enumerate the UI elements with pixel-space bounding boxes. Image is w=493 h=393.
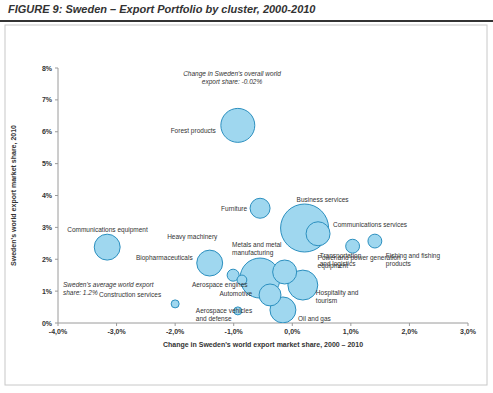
annotation: Change in Sweden's overall worldexport s… (183, 70, 281, 86)
title: FIGURE 9: Sweden – Export Portfolio by c… (8, 3, 316, 15)
bubble-label: Oil and gas (298, 315, 332, 323)
y-tick-label: 4% (42, 192, 53, 199)
y-tick (55, 163, 58, 164)
bubble (273, 260, 297, 284)
bubble-label: Aerospace vehiclesand defense (196, 307, 253, 322)
y-tick (55, 68, 58, 69)
x-tick-label: -1,0% (225, 328, 244, 336)
bubble-label-line: manufacturing (232, 249, 274, 257)
x-tick-label: 2,0% (401, 328, 418, 336)
bubble-label-line: Transportation (320, 252, 362, 260)
x-tick-label: 0,0% (284, 328, 301, 336)
title-rule (0, 20, 493, 22)
x-axis (58, 323, 468, 324)
x-tick-label: -2,0% (166, 328, 185, 336)
bubble-label: Biopharmaceuticals (136, 254, 193, 262)
bubble-label: Forest products (171, 127, 217, 135)
bubble-label-line: Aerospace vehicles (196, 307, 253, 315)
x-tick-label: -3,0% (107, 328, 126, 336)
y-tick-label: 5% (42, 160, 53, 167)
bubble-label: Heavy machinery (167, 233, 218, 241)
bubble (94, 234, 120, 260)
bubble-label-line: Communications equipment (67, 226, 148, 234)
y-tick (55, 259, 58, 260)
bubble (368, 234, 382, 248)
bubble-label-line: Furniture (221, 205, 247, 212)
annotation-line: Sweden's average world export (63, 281, 155, 289)
bubbles (94, 108, 382, 322)
x-tick-label: 1,0% (343, 328, 360, 336)
bubble-label-line: Hospitality and (316, 289, 359, 297)
panel (5, 25, 487, 385)
bubble (250, 198, 270, 218)
y-tick-label: 7% (42, 96, 53, 103)
y-tick-label: 1% (42, 288, 53, 295)
bubble (259, 284, 281, 306)
bubble-label: Furniture (221, 205, 247, 212)
x-tick (468, 323, 469, 326)
y-tick-label: 6% (42, 128, 53, 135)
bubble-label: Communications services (333, 221, 408, 228)
annotation: Sweden's average world exportshare: 1.2% (63, 281, 155, 296)
x-tick-label: 3,0% (460, 328, 477, 336)
bubble-label: Automotive (219, 290, 252, 297)
y-tick (55, 99, 58, 100)
x-tick-label: -4,0% (49, 328, 68, 336)
bubble-label: Communications equipment (67, 226, 148, 234)
x-tick (350, 323, 351, 326)
annotation-line: export share: -0.02% (202, 78, 263, 86)
bubble-label-line: Automotive (219, 290, 252, 297)
bubble-label-line: Forest products (171, 127, 217, 135)
bubble-label-line: Aerospace engines (192, 281, 248, 289)
y-tick (55, 131, 58, 132)
x-tick (116, 323, 117, 326)
bubble-label: Business services (297, 196, 350, 203)
bubble-label: Metals and metalmanufacturing (232, 241, 282, 257)
bubble (306, 222, 330, 246)
bubble (221, 108, 255, 142)
y-tick-label: 3% (42, 224, 53, 231)
bubble-label-line: Heavy machinery (167, 233, 218, 241)
bubble (197, 250, 223, 276)
bubble-label: Construction services (99, 291, 162, 298)
annotation-line: Change in Sweden's overall world (183, 70, 281, 78)
chart: FIGURE 9: Sweden – Export Portfolio by c… (0, 0, 493, 393)
bubble-label: Transportationand logistics (320, 252, 362, 268)
y-tick (55, 227, 58, 228)
bubble-label-line: products (386, 260, 412, 268)
x-tick (233, 323, 234, 326)
bubble-label-line: Metals and metal (232, 241, 282, 248)
x-tick (175, 323, 176, 326)
y-axis-title: Sweden's world export market share, 2010 (10, 125, 18, 266)
bubble-label-line: Oil and gas (298, 315, 332, 323)
x-axis-title: Change in Sweden's world export market s… (163, 341, 363, 349)
bubble-label-line: tourism (316, 297, 337, 304)
y-tick-label: 0% (42, 320, 53, 327)
annotation-line: share: 1.2% (63, 289, 98, 296)
x-tick (292, 323, 293, 326)
bubble-label-line: Business services (297, 196, 350, 203)
y-tick-label: 2% (42, 256, 53, 263)
bubble-label: Aerospace engines (192, 281, 248, 289)
bubble (171, 300, 179, 308)
y-tick-label: 8% (42, 65, 53, 72)
bubble-label-line: Construction services (99, 291, 162, 298)
bubble-label: Hospitality andtourism (316, 289, 359, 304)
x-tick (409, 323, 410, 326)
y-tick (55, 195, 58, 196)
bubble-label-line: and defense (196, 315, 232, 322)
y-tick (55, 323, 58, 324)
bubble-label-line: Communications services (333, 221, 408, 228)
y-tick (55, 291, 58, 292)
bubble-label-line: Biopharmaceuticals (136, 254, 193, 262)
bubble-label-line: and logistics (320, 260, 357, 268)
